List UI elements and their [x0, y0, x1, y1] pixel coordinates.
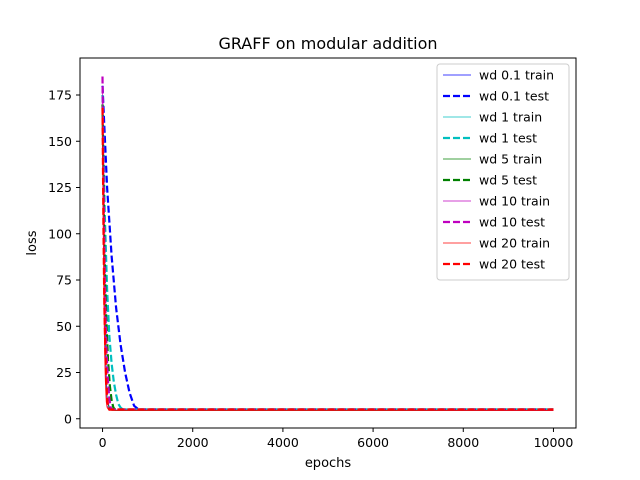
legend-label: wd 20 train — [479, 236, 550, 251]
y-axis-ticks: 0 25 50 75 100 125 150 175 — [48, 88, 80, 426]
x-tick-label: 0 — [99, 435, 107, 450]
legend-label: wd 0.1 train — [479, 68, 554, 83]
y-tick-label: 50 — [56, 319, 72, 334]
y-tick-label: 150 — [48, 134, 72, 149]
x-tick-label: 2000 — [177, 435, 209, 450]
y-tick-label: 125 — [48, 180, 72, 195]
legend-label: wd 10 train — [479, 194, 550, 209]
y-tick-label: 75 — [56, 273, 72, 288]
x-axis-label: epochs — [305, 456, 352, 471]
legend: wd 0.1 train wd 0.1 test wd 1 train wd 1 te… — [436, 63, 570, 281]
series-line-wd-0-1-test — [101, 85, 554, 411]
y-tick-label: 0 — [64, 411, 72, 426]
x-tick-label: 10000 — [534, 435, 574, 450]
legend-label: wd 1 test — [479, 131, 537, 146]
legend-label: wd 1 train — [479, 110, 542, 125]
y-tick-label: 175 — [48, 88, 72, 103]
x-tick-label: 6000 — [357, 435, 389, 450]
series-line-wd-20-test — [101, 107, 554, 411]
plot-area-frame — [79, 57, 577, 429]
series-line-wd-1-test — [101, 94, 554, 411]
legend-label: wd 0.1 test — [479, 89, 549, 104]
y-tick-label: 25 — [56, 365, 72, 380]
legend-label: wd 10 test — [479, 215, 545, 230]
y-axis-label: loss — [25, 230, 40, 255]
x-tick-label: 8000 — [447, 435, 479, 450]
y-tick-label: 100 — [48, 226, 72, 241]
legend-box — [436, 63, 570, 281]
legend-label: wd 20 test — [479, 257, 545, 272]
x-axis-ticks: 0 2000 4000 6000 8000 10000 — [99, 428, 574, 450]
chart-title: GRAFF on modular addition — [218, 34, 437, 53]
legend-label: wd 5 test — [479, 173, 537, 188]
legend-label: wd 5 train — [479, 152, 542, 167]
x-tick-label: 4000 — [267, 435, 299, 450]
